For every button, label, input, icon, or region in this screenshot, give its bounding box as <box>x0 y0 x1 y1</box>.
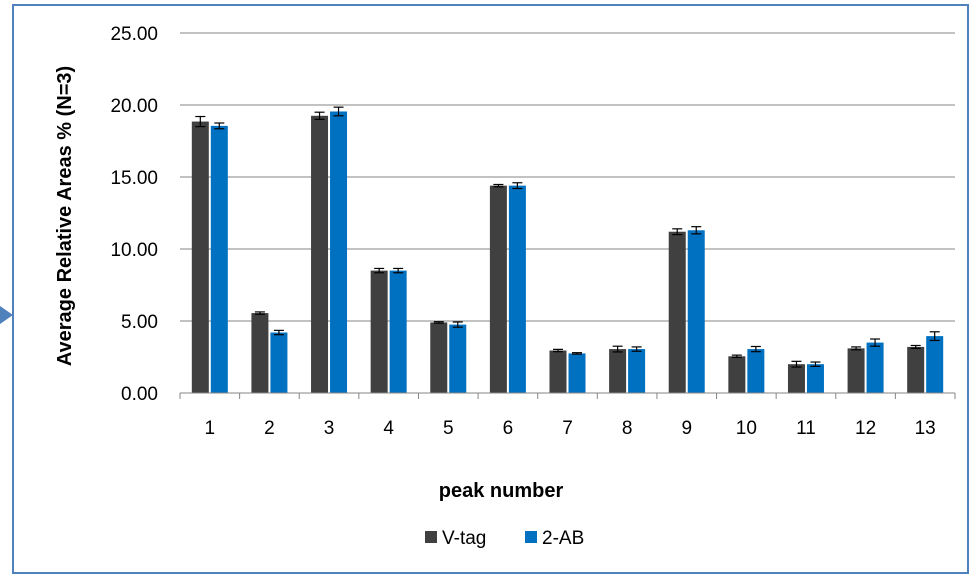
legend-label: V-tag <box>442 528 486 549</box>
x-tick-label: 2 <box>264 418 275 439</box>
x-axis-title: peak number <box>439 480 564 502</box>
bar-2-ab <box>628 349 646 393</box>
chart-frame <box>12 4 969 574</box>
x-tick-label: 12 <box>855 418 876 439</box>
x-tick-label: 13 <box>915 418 936 439</box>
y-axis-title: Average Relative Areas % (N=3) <box>54 66 76 366</box>
x-tick-label: 6 <box>503 418 514 439</box>
y-tick-label: 15.00 <box>110 168 158 189</box>
y-axis-ticks: 0.00 5.00 10.00 15.00 20.00 25.00 <box>110 24 158 405</box>
x-tick-label: 9 <box>681 418 692 439</box>
bar-2-ab <box>270 332 288 393</box>
bar-v-tag <box>787 364 805 393</box>
bar-2-ab <box>926 336 944 393</box>
y-tick-label: 20.00 <box>110 96 158 117</box>
bar-v-tag <box>370 270 388 393</box>
bar-2-ab <box>866 342 884 393</box>
x-tick-label: 4 <box>383 418 394 439</box>
bar-2-ab <box>508 185 526 393</box>
bar-v-tag <box>549 350 567 393</box>
bars <box>191 111 944 394</box>
bar-v-tag <box>847 348 865 393</box>
arrow-pointer-icon <box>0 306 13 324</box>
bar-v-tag <box>907 346 925 393</box>
bar-2-ab <box>330 111 348 393</box>
x-tick-label: 8 <box>622 418 633 439</box>
bar-v-tag <box>430 322 448 393</box>
legend-swatch <box>425 531 437 543</box>
bar-v-tag <box>609 349 627 393</box>
x-tick-label: 3 <box>324 418 335 439</box>
bar-2-ab <box>389 270 407 393</box>
bar-2-ab <box>806 364 824 393</box>
y-tick-label: 10.00 <box>110 240 158 261</box>
bar-2-ab <box>210 125 228 393</box>
bar-v-tag <box>728 356 746 393</box>
bar-2-ab <box>687 230 705 393</box>
x-tick-label: 5 <box>443 418 454 439</box>
bar-v-tag <box>251 313 269 393</box>
bar-2-ab <box>449 324 467 393</box>
y-tick-label: 5.00 <box>121 312 158 333</box>
bar-2-ab <box>568 353 586 393</box>
bar-v-tag <box>191 121 209 393</box>
gridlines <box>180 32 955 322</box>
x-axis-ticks: 1 2 3 4 5 6 7 8 9 10 11 12 13 <box>179 393 956 439</box>
y-tick-label: 25.00 <box>110 24 158 45</box>
legend-swatch <box>525 531 537 543</box>
error-bars <box>195 106 940 368</box>
bar-2-ab <box>747 349 765 393</box>
legend-label: 2-AB <box>542 528 584 549</box>
legend: V-tag 2-AB <box>425 528 584 549</box>
bar-v-tag <box>311 115 329 394</box>
bar-v-tag <box>489 185 507 393</box>
y-tick-label: 0.00 <box>121 384 158 405</box>
x-tick-label: 7 <box>562 418 573 439</box>
x-tick-label: 1 <box>205 418 216 439</box>
x-tick-label: 11 <box>796 418 816 439</box>
bar-v-tag <box>668 231 686 393</box>
x-tick-label: 10 <box>736 418 757 439</box>
